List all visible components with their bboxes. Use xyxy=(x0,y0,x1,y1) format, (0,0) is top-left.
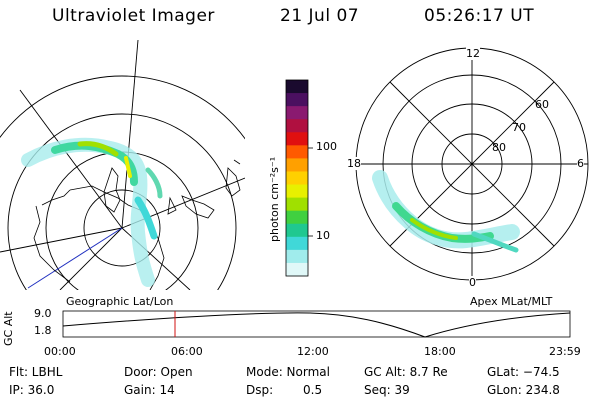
aurora-oval-geographic xyxy=(21,137,163,287)
colorbar-tick-100: 100 xyxy=(316,140,337,153)
south-america-coastline xyxy=(225,159,241,197)
peninsula-coastline xyxy=(103,167,121,213)
colorbar-unit-label: photon cm⁻²s⁻¹ xyxy=(268,156,281,242)
mlt-label-0: 0 xyxy=(469,276,476,289)
dsp-label: Dsp: xyxy=(246,383,274,397)
colorbar-segment xyxy=(286,262,308,277)
gc-altitude-status: GC Alt: 8.7 Re xyxy=(364,365,448,379)
altitude-plot xyxy=(62,310,571,338)
glon-status: GLon: 234.8 xyxy=(487,383,560,397)
mode-status: Mode: Normal xyxy=(246,365,330,379)
colorbar-segment xyxy=(286,223,308,238)
colorbar-segment xyxy=(286,158,308,172)
colorbar-tick-10: 10 xyxy=(316,229,330,242)
color-scale-bar xyxy=(286,80,308,277)
colorbar-segment xyxy=(286,80,308,94)
apex-map-caption: Apex MLat/MLT xyxy=(470,295,553,308)
colorbar-segment xyxy=(286,106,308,120)
mlat-label-70: 70 xyxy=(512,121,526,134)
altitude-tick-1-8: 1.8 xyxy=(34,324,52,337)
instrument-title: Ultraviolet Imager xyxy=(52,6,215,26)
colorbar-segment xyxy=(286,93,308,107)
door-status: Door: Open xyxy=(124,365,193,379)
ip-status: IP: 36.0 xyxy=(9,383,55,397)
mlat-label-80: 80 xyxy=(492,141,506,154)
colorbar-segment xyxy=(286,236,308,251)
mlt-label-6: 6 xyxy=(577,157,584,170)
colorbar-segment xyxy=(286,197,308,212)
colorbar-segment xyxy=(286,132,308,146)
geographic-map-caption: Geographic Lat/Lon xyxy=(66,295,174,308)
time-tick-0000: 00:00 xyxy=(44,345,76,358)
mlt-label-12: 12 xyxy=(466,47,480,60)
filter-status: Flt: LBHL xyxy=(9,365,63,379)
glat-status: GLat: −74.5 xyxy=(487,365,560,379)
time-tick-2359: 23:59 xyxy=(549,345,581,358)
colorbar-segment xyxy=(286,171,308,186)
colorbar-segment xyxy=(286,210,308,225)
dsp-value: 0.5 xyxy=(303,383,323,397)
time-tick-0600: 06:00 xyxy=(171,345,203,358)
mlat-label-60: 60 xyxy=(535,98,549,111)
apex-map xyxy=(355,47,589,281)
geographic-map xyxy=(0,40,245,290)
time-tick-1800: 18:00 xyxy=(424,345,456,358)
mlt-label-18: 18 xyxy=(347,157,361,170)
observation-date: 21 Jul 07 xyxy=(280,6,360,26)
observation-time: 05:26:17 UT xyxy=(424,6,535,26)
sequence-status: Seq: 39 xyxy=(364,383,410,397)
altitude-tick-9: 9.0 xyxy=(34,307,52,320)
colorbar-segment xyxy=(286,119,308,133)
colorbar-segment xyxy=(286,184,308,199)
aurora-oval-apex xyxy=(372,170,520,253)
altitude-axis-label: GC Alt xyxy=(2,311,15,346)
colorbar-segment xyxy=(286,249,308,264)
gain-status: Gain: 14 xyxy=(124,383,175,397)
colorbar-segment xyxy=(286,145,308,159)
time-tick-1200: 12:00 xyxy=(297,345,329,358)
